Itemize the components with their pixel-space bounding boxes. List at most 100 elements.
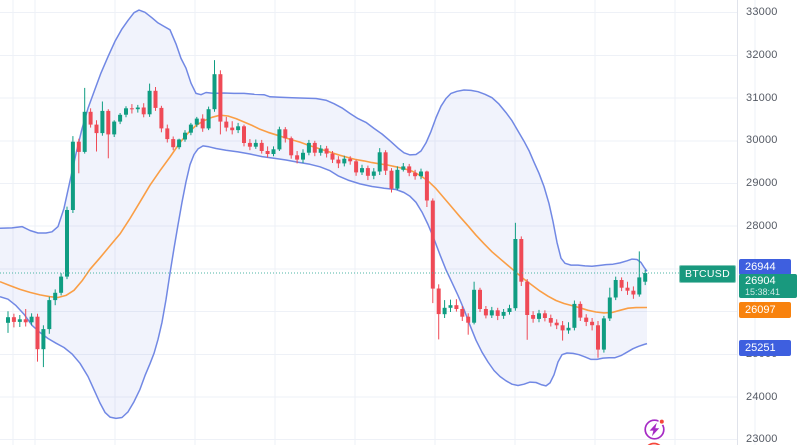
candle-body (289, 138, 294, 156)
candle-body (230, 127, 235, 131)
candle-body (118, 114, 123, 122)
price-axis[interactable]: 3300032000310003000029000280002700026000… (737, 0, 800, 445)
candle-body (590, 321, 595, 326)
bb-lower-price-tag: 25251 (739, 339, 791, 356)
candle-body (578, 303, 583, 318)
candle-body (419, 171, 423, 177)
candle-body (70, 141, 75, 210)
candle-body (643, 273, 648, 282)
candle-body (442, 307, 447, 315)
price-tick-label: 33000 (746, 6, 778, 19)
candle-body (301, 152, 305, 160)
candle-body (153, 90, 158, 108)
bollinger-upper-line (0, 9, 648, 272)
candle-body (395, 169, 400, 189)
lightning-icon[interactable] (644, 419, 665, 440)
candle-body (23, 319, 28, 323)
symbol-tag: BTCUSD (679, 264, 736, 283)
bb-upper-value: 26944 (745, 260, 776, 273)
candle-body (88, 111, 93, 125)
candle-body (513, 239, 518, 309)
candle-body (171, 139, 176, 148)
candle-body (41, 329, 46, 350)
candle-body (212, 74, 217, 110)
candle-body (312, 142, 317, 153)
candle-body (141, 107, 146, 115)
candle-body (47, 300, 52, 330)
candle-body (295, 155, 300, 160)
candle-body (306, 142, 311, 153)
candle-body (401, 166, 406, 170)
candle-body (342, 158, 347, 164)
clipped-red-circle-icon[interactable] (645, 442, 663, 445)
candle-body (76, 141, 81, 152)
candle-body (495, 310, 500, 316)
last-price-tag: 26904 15:38:41 (739, 273, 797, 298)
candle-body (489, 310, 494, 316)
lightning-bolt-glyph (649, 422, 660, 437)
candle-body (472, 289, 477, 323)
candle-body (112, 121, 117, 135)
candle-body (566, 327, 571, 331)
candle-body (619, 280, 624, 288)
price-tick-label: 23000 (746, 433, 778, 445)
candle-body (531, 315, 536, 319)
candle-body (407, 166, 412, 173)
candle-body (318, 148, 323, 153)
candle-body (6, 317, 10, 323)
bb-basis-value: 26097 (745, 304, 776, 317)
candle-body (324, 148, 329, 154)
candle-body (29, 316, 34, 323)
bollinger-lower-line (0, 145, 648, 420)
candle-body (129, 108, 134, 110)
candle-body (59, 276, 64, 293)
candle-body (377, 152, 382, 172)
candle-body (572, 303, 577, 328)
candle-body (53, 292, 58, 301)
candle-body (100, 110, 105, 134)
candle-body (124, 108, 128, 115)
candle-body (218, 74, 223, 122)
candle-body (430, 200, 435, 289)
candle-body (159, 107, 164, 129)
bb-upper-price-tag: 26944 (739, 258, 791, 275)
notification-dot (658, 418, 666, 425)
candle-body (165, 128, 170, 140)
bollinger-basis-line (0, 114, 648, 314)
candle-body (560, 325, 565, 331)
candle-body (236, 126, 241, 131)
bar-countdown: 15:38:41 (745, 286, 781, 297)
candle-body (501, 312, 506, 316)
candle-body (259, 142, 264, 151)
candle-body (537, 313, 541, 319)
candle-body (265, 151, 270, 154)
candle-body (389, 170, 394, 189)
candle-body (35, 316, 40, 350)
candle-body (554, 322, 559, 326)
candle-body (94, 124, 99, 134)
candle-body (631, 290, 636, 295)
candle-body (548, 318, 553, 323)
candle-body (448, 305, 453, 308)
bb-lower-value: 25251 (745, 341, 776, 354)
price-tick-label: 31000 (746, 91, 778, 104)
candle-body (330, 153, 335, 160)
candle-body (584, 317, 589, 322)
candle-body (253, 142, 258, 147)
candle-body (183, 132, 187, 140)
candle-body (82, 111, 87, 152)
candle-body (454, 305, 459, 309)
candle-body (424, 171, 429, 201)
candle-body (507, 308, 512, 312)
candle-body (354, 161, 359, 173)
price-tick-label: 28000 (746, 219, 778, 232)
candle-body (271, 149, 276, 154)
candle-body (483, 309, 488, 316)
candle-body (135, 107, 140, 110)
candle-body (365, 168, 370, 176)
candle-body (436, 288, 441, 315)
candle-body (478, 289, 482, 309)
quick-actions-button[interactable] (638, 410, 678, 445)
